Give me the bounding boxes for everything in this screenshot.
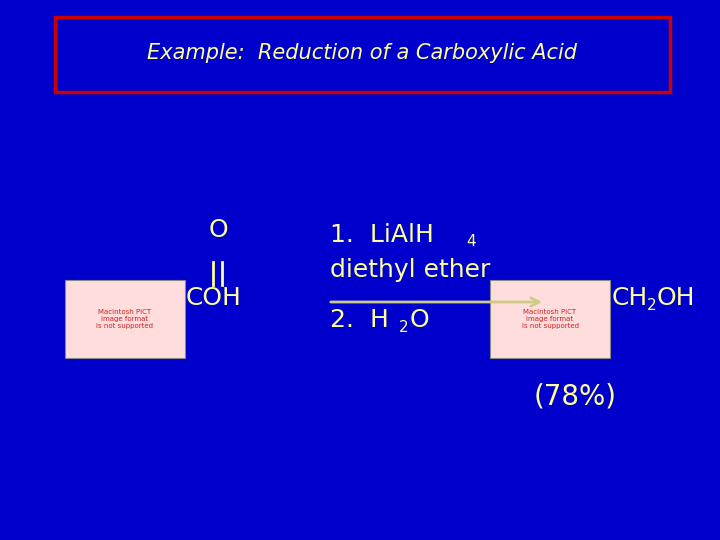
Text: (78%): (78%) <box>534 383 616 411</box>
Text: Macintosh PICT
image format
is not supported: Macintosh PICT image format is not suppo… <box>521 309 578 329</box>
Bar <box>55 17 670 92</box>
Text: Macintosh PICT
image format
is not supported: Macintosh PICT image format is not suppo… <box>96 309 153 329</box>
Text: OH: OH <box>657 286 696 310</box>
Bar <box>65 280 185 358</box>
Text: O: O <box>410 308 430 332</box>
Text: 2: 2 <box>399 320 409 334</box>
Text: 1.  LiAlH: 1. LiAlH <box>330 223 434 247</box>
Text: diethyl ether: diethyl ether <box>330 258 490 282</box>
Text: O: O <box>208 218 228 242</box>
Text: 4: 4 <box>466 234 476 249</box>
Text: COH: COH <box>186 286 242 310</box>
Text: CH: CH <box>612 286 648 310</box>
Text: Example:  Reduction of a Carboxylic Acid: Example: Reduction of a Carboxylic Acid <box>147 43 577 63</box>
Text: 2: 2 <box>647 298 657 313</box>
Text: 2.  H: 2. H <box>330 308 389 332</box>
Bar <box>490 280 610 358</box>
